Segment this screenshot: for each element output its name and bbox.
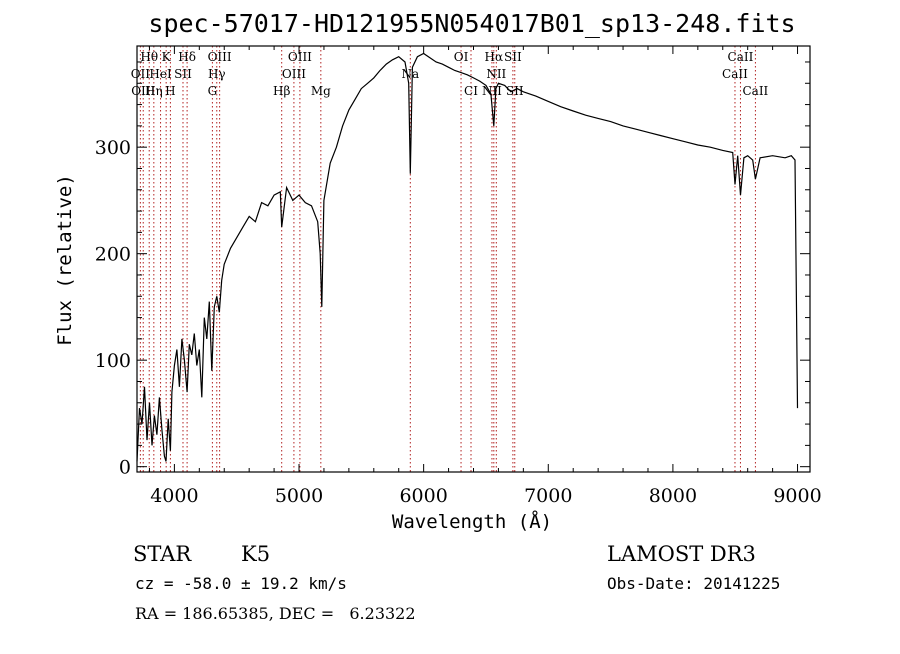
survey-name: LAMOST DR3 xyxy=(607,542,756,566)
line-label-21: Hβ xyxy=(273,84,290,98)
chart-title: spec-57017-HD121955N054017B01_sp13-248.f… xyxy=(148,9,795,38)
plot-frame xyxy=(136,45,811,473)
line-label-3: OIII xyxy=(208,50,232,64)
line-label-1: K xyxy=(162,50,172,64)
line-label-16: CaII xyxy=(722,67,748,81)
coordinates: RA = 186.65385, DEC = 6.23322 xyxy=(135,604,416,623)
line-label-10: HeI xyxy=(149,67,172,81)
spectrum-series-line xyxy=(136,52,799,462)
x-axis-ticks: 4000 5000 6000 7000 8000 9000 xyxy=(148,46,822,507)
line-label-6: Hα xyxy=(485,50,504,64)
y-axis-ticks: 0 100 200 300 xyxy=(95,61,810,479)
line-label-14: Na xyxy=(401,67,419,81)
object-subclass: K5 xyxy=(241,542,270,566)
x-tick-label-1: 5000 xyxy=(275,485,323,507)
y-axis-label: Flux (relative) xyxy=(54,174,76,346)
line-label-20: G xyxy=(208,84,218,98)
x-tick-label-0: 4000 xyxy=(150,485,198,507)
line-label-7: SII xyxy=(504,50,522,64)
line-label-26: CaII xyxy=(742,84,768,98)
line-label-9: OII xyxy=(131,67,151,81)
line-label-23: CI xyxy=(464,84,478,98)
x-tick-label-5: 9000 xyxy=(773,485,821,507)
line-label-24: NII xyxy=(482,84,502,98)
x-tick-label-4: 8000 xyxy=(649,485,697,507)
line-label-15: NII xyxy=(486,67,506,81)
y-tick-label-3: 300 xyxy=(95,137,131,159)
line-label-13: OIII xyxy=(282,67,306,81)
line-label-2: Hδ xyxy=(178,50,196,64)
y-tick-label-1: 100 xyxy=(95,350,131,372)
object-class: STAR xyxy=(133,542,192,566)
line-label-4: OIII xyxy=(288,50,312,64)
spectral-line-markers xyxy=(139,46,756,472)
line-label-12: Hγ xyxy=(208,67,226,81)
line-label-5: OI xyxy=(454,50,469,64)
x-tick-label-2: 6000 xyxy=(399,485,447,507)
line-label-22: Mg xyxy=(311,84,331,98)
x-axis-label: Wavelength (Å) xyxy=(392,510,552,533)
line-label-18: Hη xyxy=(145,84,163,98)
redshift-cz: cz = -58.0 ± 19.2 km/s xyxy=(135,574,347,593)
line-label-11: SII xyxy=(174,67,192,81)
line-label-8: CaII xyxy=(728,50,754,64)
x-tick-label-3: 7000 xyxy=(524,485,572,507)
observation-date: Obs-Date: 20141225 xyxy=(607,574,780,593)
y-tick-label-0: 0 xyxy=(119,457,131,479)
line-label-0: Hθ xyxy=(140,50,158,64)
line-label-25: SII xyxy=(506,84,524,98)
line-label-19: H xyxy=(165,84,175,98)
y-tick-label-2: 200 xyxy=(95,244,131,266)
